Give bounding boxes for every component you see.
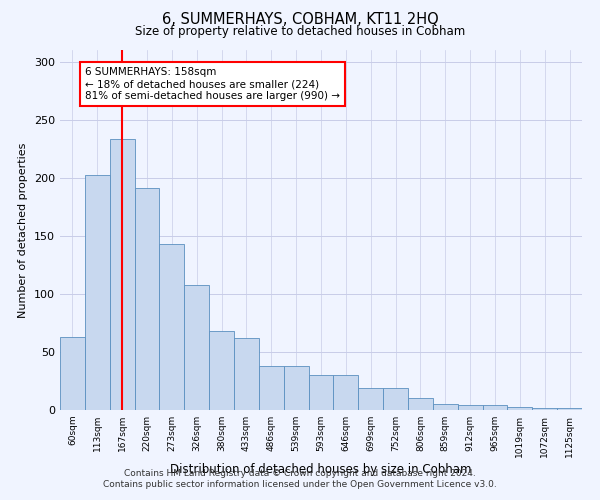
Bar bbox=[308, 375, 334, 410]
Text: Contains public sector information licensed under the Open Government Licence v3: Contains public sector information licen… bbox=[103, 480, 497, 489]
Bar bbox=[184, 284, 209, 410]
Bar bbox=[134, 188, 160, 410]
Text: 6 SUMMERHAYS: 158sqm
← 18% of detached houses are smaller (224)
81% of semi-deta: 6 SUMMERHAYS: 158sqm ← 18% of detached h… bbox=[85, 68, 340, 100]
Text: 6, SUMMERHAYS, COBHAM, KT11 2HQ: 6, SUMMERHAYS, COBHAM, KT11 2HQ bbox=[161, 12, 439, 28]
X-axis label: Distribution of detached houses by size in Cobham: Distribution of detached houses by size … bbox=[170, 462, 472, 475]
Bar bbox=[508, 406, 532, 410]
Text: Contains HM Land Registry data © Crown copyright and database right 2024.: Contains HM Land Registry data © Crown c… bbox=[124, 468, 476, 477]
Y-axis label: Number of detached properties: Number of detached properties bbox=[19, 142, 28, 318]
Bar bbox=[482, 406, 508, 410]
Bar bbox=[532, 408, 557, 410]
Bar bbox=[209, 331, 234, 410]
Bar bbox=[358, 388, 383, 410]
Bar bbox=[234, 338, 259, 410]
Text: Size of property relative to detached houses in Cobham: Size of property relative to detached ho… bbox=[135, 25, 465, 38]
Bar bbox=[160, 244, 184, 410]
Bar bbox=[110, 140, 134, 410]
Bar bbox=[383, 388, 408, 410]
Bar bbox=[284, 366, 308, 410]
Bar bbox=[85, 176, 110, 410]
Bar bbox=[408, 398, 433, 410]
Bar bbox=[334, 375, 358, 410]
Bar bbox=[557, 408, 582, 410]
Bar bbox=[433, 404, 458, 410]
Bar bbox=[458, 406, 482, 410]
Bar bbox=[259, 366, 284, 410]
Bar bbox=[60, 337, 85, 410]
